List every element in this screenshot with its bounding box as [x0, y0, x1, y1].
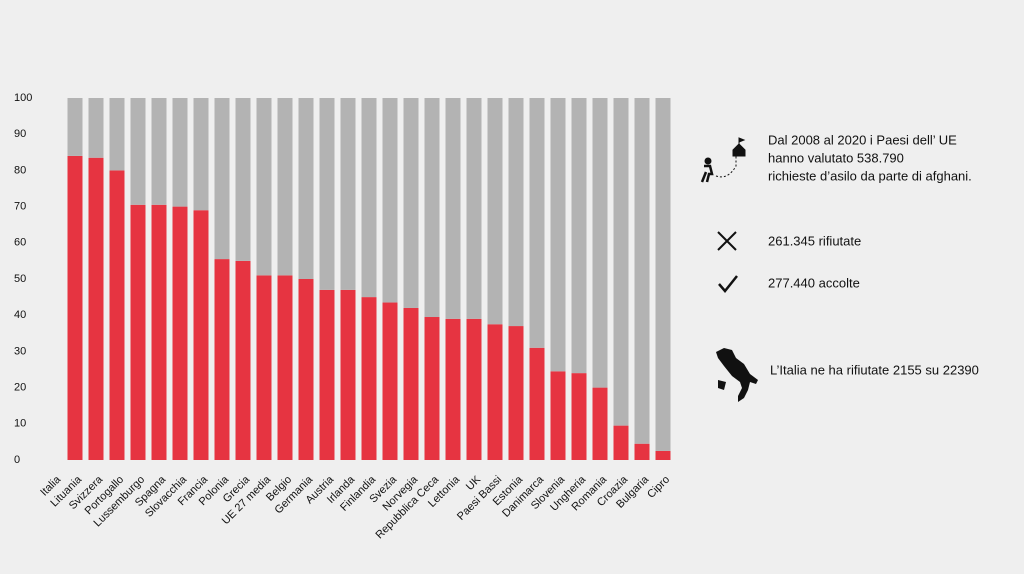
info-text: hanno valutato 538.790 [768, 150, 904, 165]
bar-segment [130, 98, 146, 205]
refugee-icon [700, 137, 746, 183]
x-tick-label: Cipro [645, 474, 672, 501]
bar-segment [550, 98, 566, 372]
bar-segment [130, 204, 146, 460]
y-tick-label: 50 [14, 273, 26, 285]
bar-segment [655, 450, 671, 460]
bar-segment [277, 98, 293, 276]
y-tick-label: 40 [14, 309, 26, 321]
y-tick-label: 60 [14, 237, 26, 249]
y-tick-label: 80 [14, 164, 26, 176]
bar-segment [487, 98, 503, 325]
bar-segment [88, 98, 104, 158]
bar-segment [256, 98, 272, 276]
bar-segment [403, 307, 419, 460]
y-tick-label: 0 [14, 454, 20, 466]
y-tick-label: 10 [14, 418, 26, 430]
bar-segment [172, 206, 188, 460]
bar-segment [193, 210, 209, 460]
check-icon [718, 275, 738, 293]
bar-segment [298, 98, 314, 279]
info-text: L’Italia ne ha rifiutate 2155 su 22390 [770, 362, 979, 377]
bar-segment [109, 170, 125, 460]
italy-icon [716, 348, 758, 402]
bar-segment [382, 98, 398, 303]
bar-segment [571, 373, 587, 460]
bar-segment [655, 98, 671, 451]
bar-segment [592, 387, 608, 460]
bar-segment [235, 260, 251, 460]
bar-segment [277, 275, 293, 460]
bar-segment [319, 98, 335, 290]
bar-segment [445, 318, 461, 460]
info-text: richieste d’asilo da parte di afghani. [768, 168, 972, 183]
bar-segment [214, 98, 230, 260]
bar-segment [613, 425, 629, 460]
bar-segment [466, 318, 482, 460]
bar-segment [424, 98, 440, 318]
y-tick-label: 100 [14, 92, 32, 104]
y-tick-label: 70 [14, 201, 26, 213]
bar-segment [466, 98, 482, 319]
bar-segment [109, 98, 125, 171]
bar-segment [508, 326, 524, 460]
bar-segment [361, 297, 377, 460]
bar-segment [382, 302, 398, 460]
bar-segment [508, 98, 524, 327]
bar-segment [550, 371, 566, 460]
bar-segment [151, 204, 167, 460]
info-text: Dal 2008 al 2020 i Paesi dell’ UE [768, 132, 957, 147]
bar-segment [634, 443, 650, 460]
bar-segment [529, 98, 545, 348]
bar-segment [340, 98, 356, 290]
bar-segment [403, 98, 419, 308]
y-tick-label: 90 [14, 128, 26, 140]
bar-segment [151, 98, 167, 205]
bar-segment [487, 324, 503, 460]
info-text: 277.440 accolte [768, 275, 860, 290]
bar-segment [445, 98, 461, 319]
bar-segment [67, 98, 83, 156]
bar-segment [256, 275, 272, 460]
bar-segment [214, 259, 230, 460]
bar-segment [235, 98, 251, 261]
bar-segment [361, 98, 377, 298]
y-tick-label: 20 [14, 382, 26, 394]
bar-segment [613, 98, 629, 426]
bar-segment [67, 155, 83, 461]
bar-segment [592, 98, 608, 388]
cross-icon [717, 231, 737, 251]
bar-segment [319, 289, 335, 460]
y-tick-label: 30 [14, 345, 26, 357]
bar-segment [172, 98, 188, 207]
bar-segment [424, 317, 440, 460]
bar-segment [88, 157, 104, 461]
bar-segment [298, 279, 314, 460]
bar-segment [634, 98, 650, 444]
bar-segment [193, 98, 209, 211]
bar-segment [340, 289, 356, 460]
bar-segment [571, 98, 587, 374]
bar-segment [529, 347, 545, 460]
info-text: 261.345 rifiutate [768, 233, 861, 248]
